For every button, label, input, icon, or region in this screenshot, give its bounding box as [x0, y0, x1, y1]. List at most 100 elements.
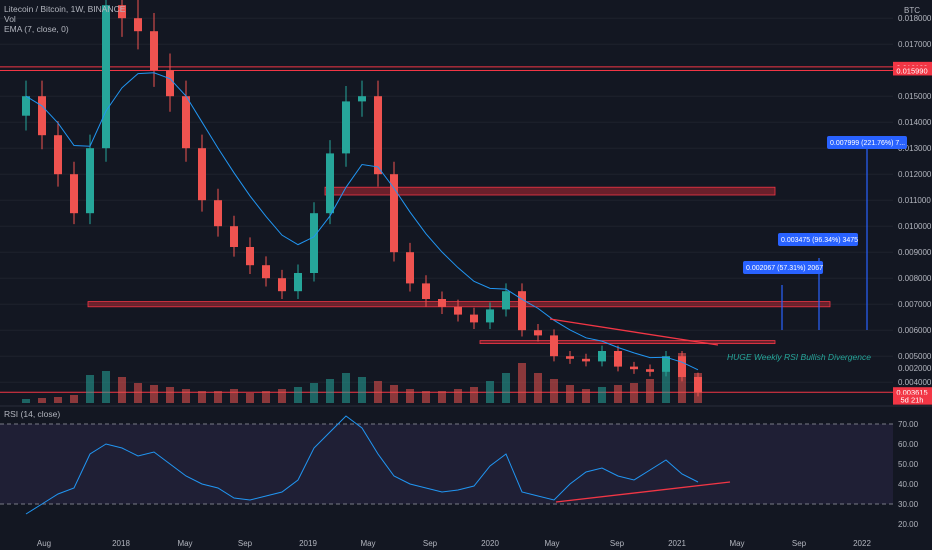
- volume-bar: [598, 387, 606, 403]
- rsi-tick: 50.00: [898, 460, 919, 469]
- volume-label[interactable]: Vol: [4, 14, 16, 24]
- price-tick: 0.013000: [898, 144, 932, 153]
- rsi-line: [25, 415, 699, 515]
- volume-bar: [534, 373, 542, 403]
- candle-body: [582, 358, 590, 362]
- price-tick: 0.004000: [898, 378, 932, 387]
- price-tick: 0.007000: [898, 300, 932, 309]
- price-tick: 0.005000: [898, 352, 932, 361]
- time-tick: May: [360, 539, 375, 548]
- candle-body: [374, 96, 382, 175]
- volume-bar: [630, 383, 638, 403]
- rsi-divergence-line: [555, 481, 731, 503]
- volume-bar: [182, 389, 190, 403]
- volume-bar: [54, 397, 62, 403]
- candle-body: [566, 356, 574, 359]
- candle-body: [182, 96, 190, 149]
- candle-body: [86, 148, 94, 214]
- candle-body: [214, 200, 222, 227]
- resistance-zone: [324, 186, 776, 196]
- candle-body: [550, 335, 558, 357]
- time-tick: Aug: [37, 539, 51, 548]
- candle-body: [326, 153, 334, 214]
- price-tag-label: 5d 21h: [901, 396, 924, 405]
- candle-body: [134, 18, 142, 32]
- volume-bar: [470, 387, 478, 403]
- candle-body: [342, 101, 350, 154]
- candle-body: [198, 148, 206, 201]
- symbol-label[interactable]: Litecoin / Bitcoin, 1W, BINANCE: [4, 4, 126, 14]
- rsi-band: [0, 424, 893, 504]
- candle-body: [262, 265, 270, 279]
- measure-box: [778, 233, 858, 246]
- price-tick: 0.014000: [898, 118, 932, 127]
- candle-body: [662, 356, 670, 372]
- time-tick: May: [177, 539, 192, 548]
- time-tick: 2020: [481, 539, 499, 548]
- rsi-tick: 20.00: [898, 520, 919, 529]
- price-tick: 0.017000: [898, 40, 932, 49]
- measure-label: 0.002067 (57.31%) 2067: [746, 265, 823, 272]
- volume-bar: [678, 353, 686, 403]
- volume-bar: [486, 381, 494, 403]
- time-tick: 2021: [668, 539, 686, 548]
- candle-body: [486, 309, 494, 323]
- candle-body: [646, 369, 654, 372]
- rsi-tick: 60.00: [898, 440, 919, 449]
- candle-body: [406, 252, 414, 284]
- time-tick: Sep: [610, 539, 625, 548]
- measure-box: [743, 261, 823, 274]
- volume-bar: [582, 389, 590, 403]
- time-tick: 2018: [112, 539, 130, 548]
- price-tag: [893, 387, 932, 398]
- candle-body: [102, 5, 110, 149]
- price-tick: 0.011000: [898, 196, 931, 205]
- ema-label[interactable]: EMA (7, close, 0): [4, 24, 69, 34]
- volume-bar: [454, 389, 462, 403]
- resistance-zone: [87, 301, 831, 308]
- price-tag: [893, 65, 932, 76]
- time-tick: Sep: [423, 539, 438, 548]
- candle-body: [534, 330, 542, 336]
- time-tick: Sep: [238, 539, 253, 548]
- price-tick: 0.010000: [898, 222, 932, 231]
- volume-bar: [118, 377, 126, 403]
- candle-body: [166, 70, 174, 97]
- price-tick: 0.006000: [898, 326, 932, 335]
- volume-bar: [22, 399, 30, 403]
- volume-bar: [70, 395, 78, 403]
- volume-bar: [86, 375, 94, 403]
- volume-bar: [502, 373, 510, 403]
- candle-body: [422, 283, 430, 299]
- divergence-annotation[interactable]: HUGE Weekly RSI Bullish Divergence: [727, 352, 871, 362]
- volume-bar: [374, 381, 382, 403]
- volume-bar: [246, 393, 254, 403]
- rsi-legend[interactable]: RSI (14, close): [4, 409, 61, 419]
- price-unit: BTC: [904, 6, 920, 15]
- candle-body: [358, 96, 366, 102]
- candle-body: [518, 291, 526, 331]
- volume-bar: [166, 387, 174, 403]
- candle-body: [438, 299, 446, 307]
- volume-bar: [262, 391, 270, 403]
- volume-bar: [662, 365, 670, 403]
- volume-bar: [566, 385, 574, 403]
- volume-bar: [102, 371, 110, 403]
- volume-bar: [230, 389, 238, 403]
- candle-body: [22, 96, 30, 116]
- volume-bar: [438, 391, 446, 403]
- price-tag-label: 0.015990: [896, 66, 927, 75]
- volume-bar: [422, 391, 430, 403]
- volume-bar: [150, 385, 158, 403]
- volume-bar: [694, 373, 702, 403]
- price-tick: 0.002000: [898, 364, 932, 373]
- price-tick: 0.018000: [898, 14, 932, 23]
- candle-body: [54, 135, 62, 175]
- candle-body: [310, 213, 318, 273]
- time-tick: 2019: [299, 539, 317, 548]
- price-tag: [893, 394, 932, 405]
- price-tick: 0.009000: [898, 248, 932, 257]
- candle-body: [38, 96, 46, 136]
- candle-body: [598, 351, 606, 362]
